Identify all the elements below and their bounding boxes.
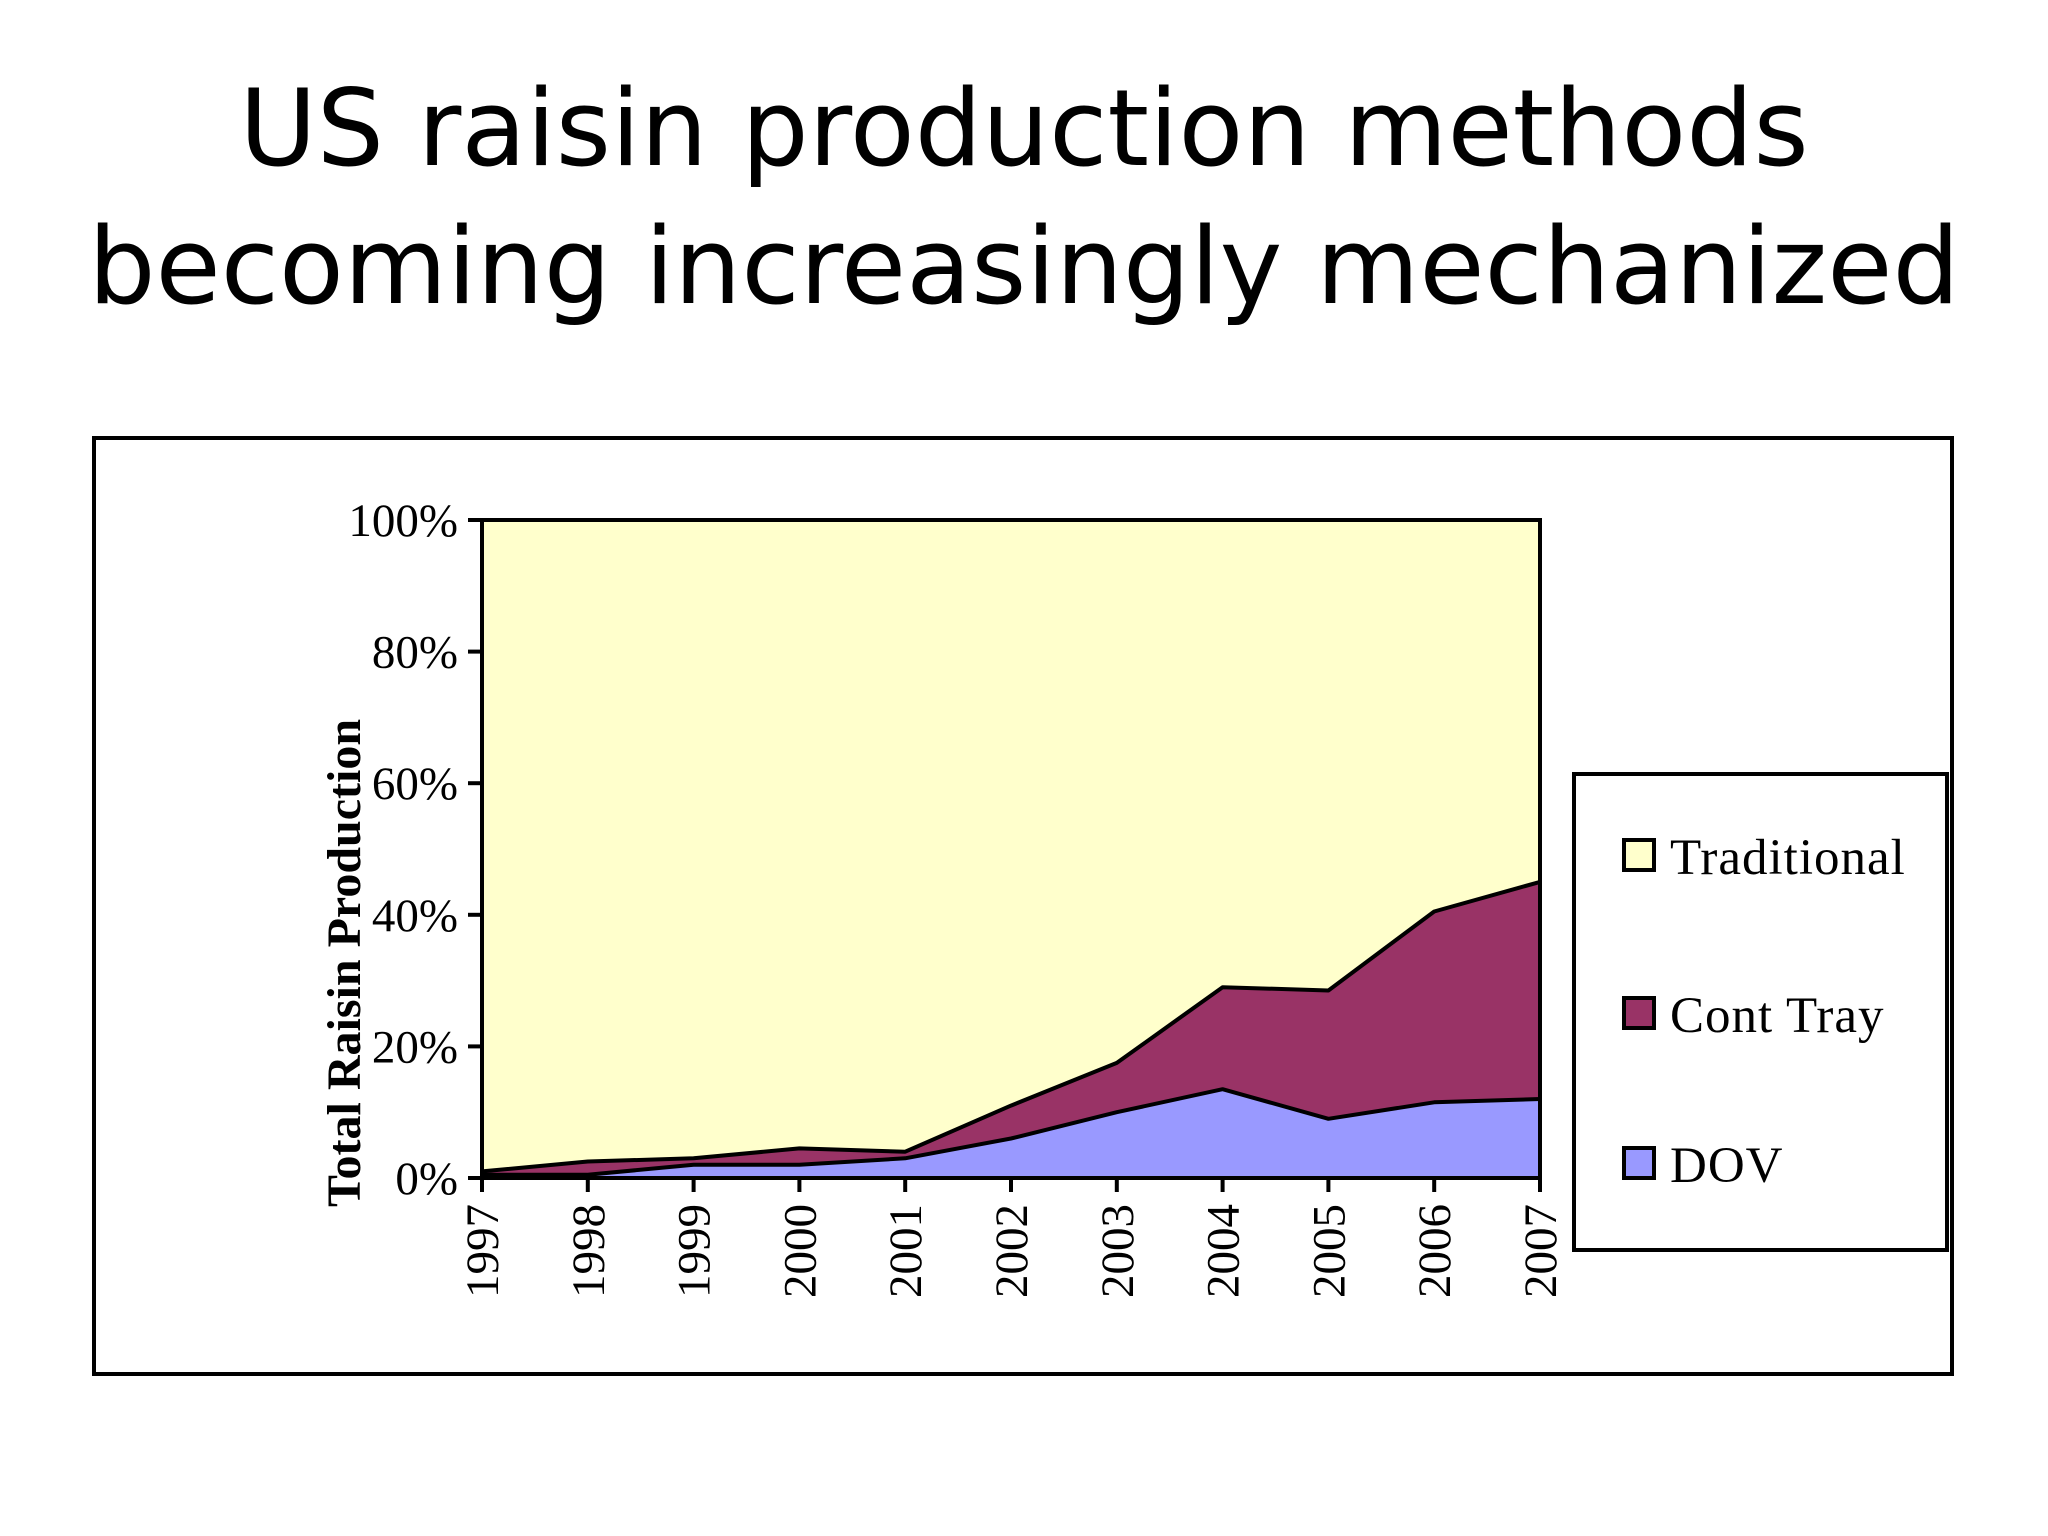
legend-label-traditional: Traditional [1670, 830, 1906, 886]
area-chart: 0% 20% 40% 60% 80% 100% 1997 1998 1999 2000 2001 20… [318, 495, 1949, 1298]
x-tick-label: 1998 [563, 1204, 615, 1298]
legend-swatch-cont-tray [1622, 996, 1656, 1030]
slide-title-line-1: US raisin production methods [239, 67, 1809, 190]
slide-title: US raisin production methods becoming in… [0, 60, 2048, 336]
y-tick-label: 20% [372, 1021, 458, 1073]
x-tick-label: 1997 [457, 1204, 509, 1298]
series-line-cont-tray [481, 879, 1541, 1174]
legend-label-dov: DOV [1670, 1138, 1784, 1194]
x-tick-label: 2003 [1092, 1204, 1144, 1298]
y-tick-label: 60% [372, 758, 458, 810]
x-tick-label: 2005 [1303, 1204, 1355, 1298]
area-dov [482, 1089, 1540, 1178]
chart-frame: 0% 20% 40% 60% 80% 100% 1997 1998 1999 2000 2001 20… [92, 436, 1954, 1376]
legend-swatch-dov [1622, 1146, 1656, 1180]
x-tick-label: 2000 [774, 1204, 826, 1298]
y-tick-label: 80% [372, 627, 458, 679]
y-axis-title: Total Raisin Production [318, 719, 371, 1207]
slide-title-line-2: becoming increasingly mechanized [88, 205, 1960, 328]
area-cont-tray [482, 881, 1540, 1175]
x-tick-label: 1999 [669, 1204, 721, 1298]
series-line-dov [482, 1087, 1541, 1177]
y-tick-label: 0% [395, 1153, 458, 1205]
x-tick-label: 2004 [1198, 1204, 1250, 1298]
x-tick-label: 2007 [1515, 1204, 1567, 1298]
x-tick-label: 2001 [880, 1204, 932, 1298]
area-traditional [482, 520, 1540, 1172]
y-tick-label: 40% [372, 890, 458, 942]
legend-label-cont-tray: Cont Tray [1670, 988, 1885, 1044]
legend-swatch-traditional [1622, 838, 1656, 872]
x-tick-label: 2002 [986, 1204, 1038, 1298]
y-tick-label: 100% [348, 495, 458, 547]
x-tick-label: 2006 [1409, 1204, 1461, 1298]
